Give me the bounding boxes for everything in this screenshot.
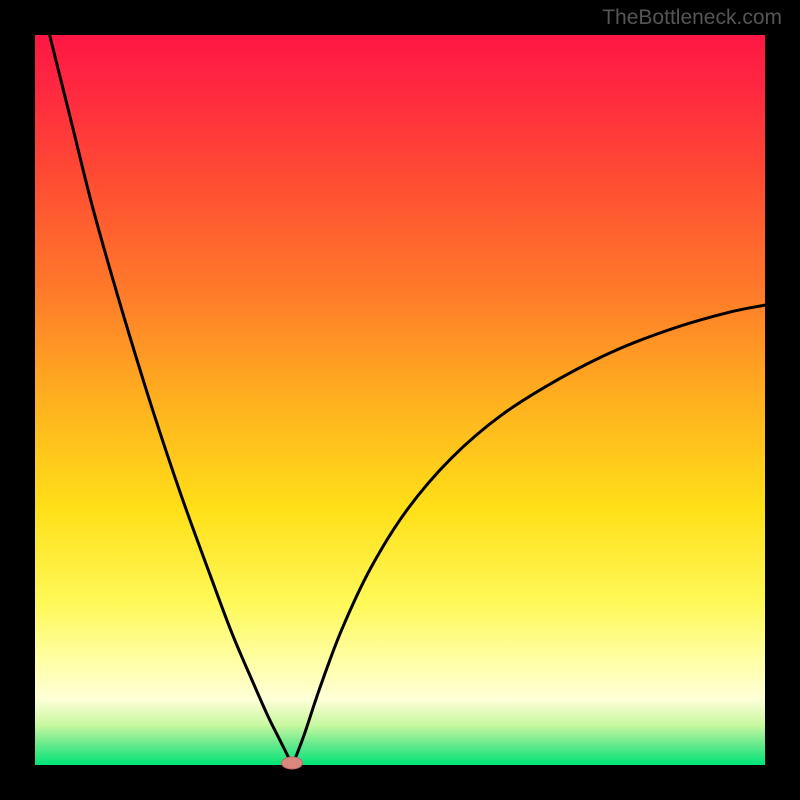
curve-right-branch (293, 305, 765, 762)
watermark-text: TheBottleneck.com (602, 6, 782, 30)
curve-left-branch (50, 35, 291, 762)
bottleneck-curve (35, 35, 765, 765)
minimum-marker (281, 756, 303, 769)
plot-area (35, 35, 765, 765)
